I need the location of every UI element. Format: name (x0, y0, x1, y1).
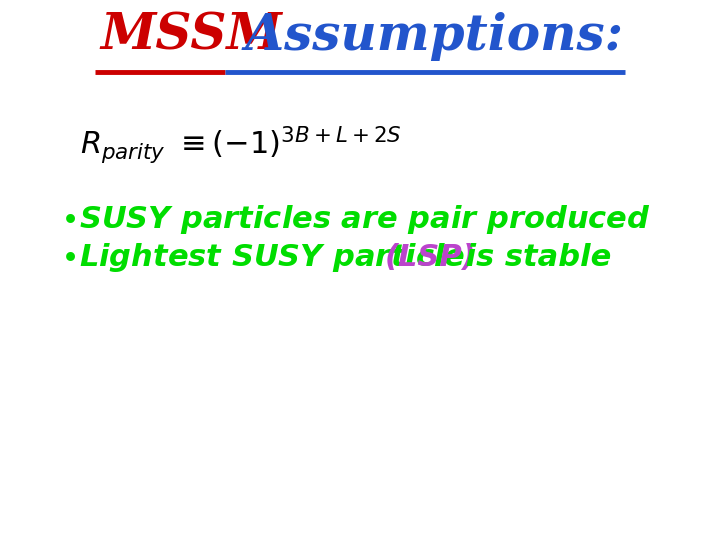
Text: Assumptions:: Assumptions: (228, 12, 623, 61)
Text: $\bullet$SUSY particles are pair produced: $\bullet$SUSY particles are pair produce… (60, 204, 651, 237)
Text: (LSP): (LSP) (385, 242, 477, 272)
Text: $R_{\mathit{parity}}\ \equiv (-1)^{3B+L+2S}$: $R_{\mathit{parity}}\ \equiv (-1)^{3B+L+… (80, 124, 402, 166)
Text: $\bullet$Lightest SUSY particle: $\bullet$Lightest SUSY particle (60, 240, 467, 273)
Text: is stable: is stable (455, 242, 611, 272)
Text: MSSM: MSSM (100, 12, 282, 61)
